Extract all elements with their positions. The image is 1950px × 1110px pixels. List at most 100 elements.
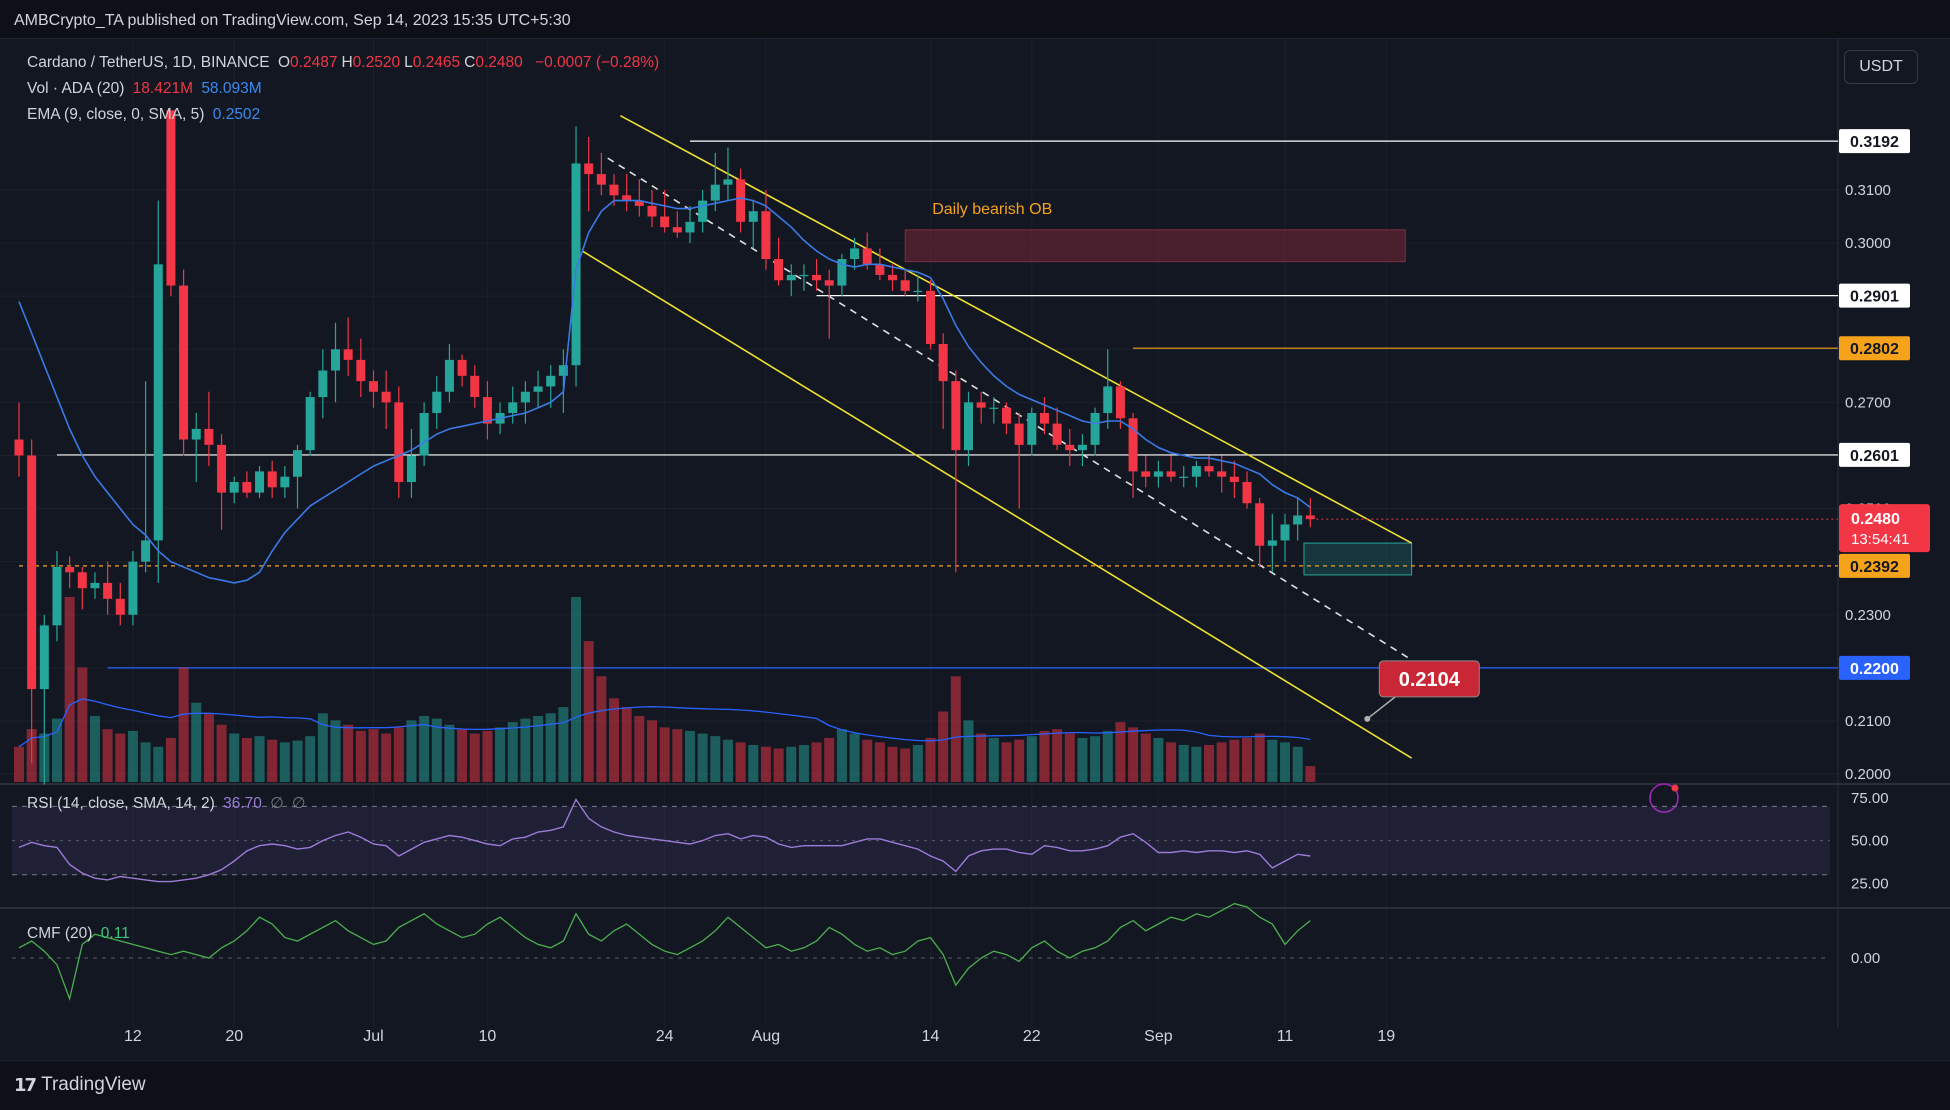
candle-body	[242, 482, 252, 493]
candle-body	[27, 455, 37, 690]
candle-body	[1255, 503, 1265, 546]
level-price-label: 0.2200	[1850, 661, 1899, 678]
price-tick-label: 0.2000	[1845, 766, 1891, 783]
volume-bar	[431, 718, 442, 782]
candle-body	[698, 200, 708, 222]
volume-bar	[241, 737, 252, 782]
candle-body	[862, 248, 872, 265]
volume-bar	[1166, 742, 1177, 782]
time-tick-label: 11	[1277, 1028, 1294, 1045]
time-tick-label: 24	[656, 1028, 674, 1045]
candle-body	[799, 274, 809, 277]
candle-body	[128, 561, 138, 615]
chart-canvas[interactable]: Daily bearish OB 0.2104 0.3100 0.3000 0.2700…	[0, 38, 1950, 1060]
candle-body	[571, 163, 581, 366]
candle-body	[204, 428, 214, 445]
volume-bar	[77, 667, 88, 782]
volume-bar	[735, 742, 746, 782]
volume-bar	[153, 746, 164, 782]
candle-body	[356, 359, 366, 382]
candle-body	[141, 540, 151, 562]
volume-bar	[1090, 736, 1101, 782]
candle-body	[596, 174, 606, 185]
volume-bar	[444, 724, 455, 782]
rsi-legend[interactable]: RSI (14, close, SMA, 14, 2) 36.70 ∅ ∅	[27, 794, 310, 813]
candle-body	[926, 290, 936, 344]
last-price-label: 0.2480	[1851, 511, 1900, 528]
candle-body	[660, 216, 670, 228]
ema-legend[interactable]: EMA (9, close, 0, SMA, 5) 0.2502	[27, 106, 264, 124]
candle-body	[622, 195, 632, 201]
volume-bar	[583, 641, 594, 782]
volume-bar	[836, 729, 847, 782]
volume-bar	[950, 676, 961, 782]
volume-bar	[988, 737, 999, 782]
cmf-tick-label: 0.00	[1851, 950, 1880, 967]
volume-bar	[1216, 742, 1227, 782]
volume-bar	[178, 667, 189, 782]
volume-bar	[254, 736, 265, 782]
candle-body	[280, 476, 290, 488]
volume-bar	[849, 733, 860, 782]
cmf-name: CMF (20)	[27, 925, 93, 942]
candle-body	[736, 179, 746, 222]
candle-body	[1305, 515, 1315, 520]
candle-body	[888, 274, 898, 281]
ohlc-values: O0.2487 H0.2520 L0.2465 C0.2480	[278, 54, 527, 71]
cmf-legend[interactable]: CMF (20) 0.11	[27, 925, 134, 943]
candle-body	[723, 179, 733, 185]
volume-bar	[976, 733, 987, 782]
ohlc-key-h: H	[341, 54, 353, 71]
volume-bar	[887, 746, 898, 782]
rsi-tick-label: 75.00	[1851, 790, 1889, 807]
time-tick-label: 10	[479, 1028, 497, 1045]
volume-bar	[406, 720, 417, 782]
price-change: −0.0007 (−0.28%)	[535, 54, 660, 71]
candle-body	[520, 391, 530, 403]
level-price-label: 0.2601	[1850, 448, 1899, 465]
volume-bar	[684, 730, 695, 782]
candle-body	[710, 184, 720, 201]
tradingview-logo[interactable]: 17 TradingView	[14, 1074, 146, 1096]
volume-legend[interactable]: Vol · ADA (20) 18.421M 58.093M	[27, 80, 266, 98]
candle-body	[1280, 524, 1290, 541]
volume-bar	[760, 746, 771, 782]
candle-body	[1103, 386, 1113, 413]
rsi-name: RSI (14, close, SMA, 14, 2)	[27, 795, 215, 812]
grid-lines	[0, 38, 1838, 1028]
candle-body	[824, 280, 834, 286]
order-block-label: Daily bearish OB	[932, 201, 1052, 218]
volume-bar	[140, 742, 151, 782]
volume-bar	[1305, 766, 1316, 782]
candle-body	[1115, 386, 1125, 419]
symbol-legend[interactable]: Cardano / TetherUS, 1D, BINANCE O0.2487 H…	[27, 54, 663, 72]
candle-body	[1027, 412, 1037, 445]
volume-bar	[457, 729, 468, 782]
volume-bar	[634, 715, 645, 782]
volume-bar	[571, 597, 582, 782]
volume-bar	[596, 676, 607, 782]
candle-body	[482, 397, 492, 424]
candle-body	[1191, 466, 1201, 477]
candle-body	[179, 285, 189, 440]
level-price-label: 0.2392	[1850, 559, 1899, 576]
alert-icon	[1649, 783, 1679, 813]
candle-body	[1052, 423, 1062, 445]
candles	[14, 110, 1315, 785]
volume-bar	[14, 746, 24, 782]
volume-bar	[647, 720, 657, 782]
candle-body	[850, 248, 860, 260]
rsi-extra-1: ∅	[270, 795, 284, 812]
candle-body	[508, 402, 518, 413]
channel-lower-line	[581, 250, 1413, 759]
candle-body	[293, 450, 303, 477]
candle-body	[837, 259, 847, 286]
volume-bar	[393, 727, 404, 782]
ema-value: 0.2502	[212, 106, 261, 123]
volume-bar	[1140, 733, 1151, 782]
volume-bar	[1064, 733, 1075, 782]
volume-bar	[1254, 733, 1265, 782]
currency-button[interactable]: USDT	[1844, 50, 1918, 84]
price-tick-label: 0.3100	[1845, 182, 1891, 199]
time-tick-label: 19	[1377, 1028, 1395, 1045]
